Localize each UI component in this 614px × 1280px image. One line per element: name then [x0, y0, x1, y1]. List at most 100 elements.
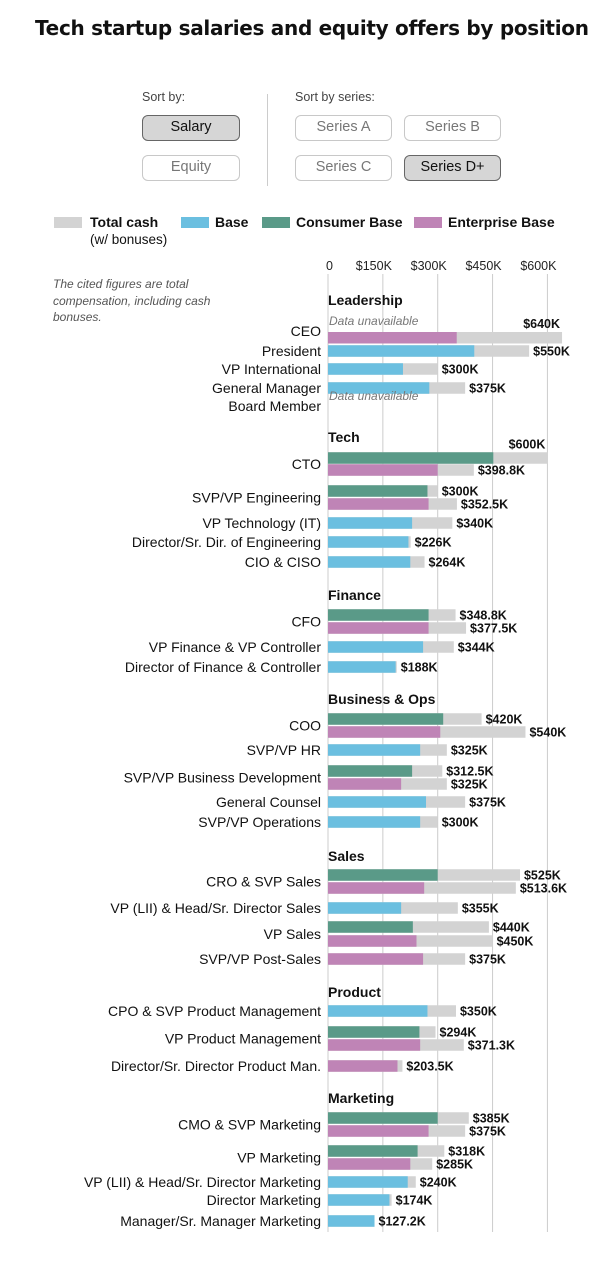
- consumer-base-bar: [328, 765, 413, 777]
- enterprise-base-bar: [328, 332, 457, 344]
- base-bar: [328, 816, 421, 828]
- data-label: $325K: [451, 778, 488, 792]
- position-label: Director of Finance & Controller: [125, 659, 321, 675]
- consumer-base-bar: [328, 452, 494, 464]
- enterprise-base-bar: [328, 953, 424, 965]
- x-tick-label: 0: [326, 259, 333, 273]
- position-label: VP (LII) & Head/Sr. Director Sales: [110, 900, 321, 916]
- base-bar: [328, 517, 413, 529]
- position-label: CFO: [291, 614, 321, 630]
- position-label: VP (LII) & Head/Sr. Director Marketing: [84, 1174, 321, 1190]
- base-bar: [328, 1194, 390, 1206]
- sort-by-label: Sort by:: [142, 90, 186, 104]
- data-label: $127.2K: [379, 1215, 426, 1229]
- base-bar: [328, 661, 396, 673]
- data-label: $640K: [523, 317, 560, 331]
- consumer-base-bar: [328, 1112, 438, 1124]
- consumer-base-bar: [328, 1145, 418, 1157]
- data-label: $312.5K: [446, 765, 493, 779]
- consumer-base-bar: [328, 609, 429, 621]
- position-label: SVP/VP Engineering: [192, 490, 321, 506]
- group-heading: Marketing: [328, 1090, 394, 1106]
- enterprise-base-bar: [328, 498, 429, 510]
- position-label: CPO & SVP Product Management: [108, 1003, 321, 1019]
- group-heading: Product: [328, 984, 381, 1000]
- data-label: $350K: [460, 1005, 497, 1019]
- data-label: $375K: [469, 953, 506, 967]
- enterprise-base-bar: [328, 1060, 398, 1072]
- enterprise-base-bar: [328, 882, 425, 894]
- base-bar: [328, 556, 411, 568]
- series-c-button[interactable]: Series C: [295, 155, 392, 181]
- data-label: $513.6K: [520, 882, 567, 896]
- data-label: $226K: [415, 536, 452, 550]
- data-label: $352.5K: [461, 498, 508, 512]
- position-label: General Manager: [212, 380, 321, 396]
- data-label: $240K: [420, 1176, 457, 1190]
- series-d-plus-button[interactable]: Series D+: [404, 155, 501, 181]
- compensation-note: The cited figures are total compensation…: [53, 277, 211, 324]
- sort-equity-button[interactable]: Equity: [142, 155, 240, 181]
- base-bar: [328, 796, 427, 808]
- legend-base: Base: [215, 214, 249, 230]
- position-label: VP International: [222, 361, 321, 377]
- data-label: $188K: [401, 661, 438, 675]
- data-label: $398.8K: [478, 464, 525, 478]
- controls-divider: [267, 94, 268, 186]
- legend-swatch-enterprise-base: [414, 217, 442, 228]
- data-label: $300K: [442, 363, 479, 377]
- enterprise-base-bar: [328, 1125, 429, 1137]
- position-label: CMO & SVP Marketing: [178, 1117, 321, 1133]
- base-bar: [328, 345, 475, 357]
- legend-enterprise-base: Enterprise Base: [448, 214, 555, 230]
- position-label: CTO: [292, 456, 321, 472]
- position-label: Director Marketing: [207, 1192, 321, 1208]
- consumer-base-bar: [328, 1026, 420, 1038]
- data-label: $264K: [429, 556, 466, 570]
- position-label: Manager/Sr. Manager Marketing: [120, 1213, 321, 1229]
- x-tick-label: $150K: [356, 259, 393, 273]
- position-label: COO: [289, 718, 321, 734]
- position-label: General Counsel: [216, 794, 321, 810]
- enterprise-base-bar: [328, 1158, 411, 1170]
- position-label: SVP/VP Operations: [198, 814, 321, 830]
- sort-salary-button[interactable]: Salary: [142, 115, 240, 141]
- consumer-base-bar: [328, 713, 444, 725]
- data-label: $340K: [456, 517, 493, 531]
- legend-total-cash-sub: (w/ bonuses): [90, 232, 168, 247]
- data-label: $318K: [448, 1145, 485, 1159]
- series-b-button[interactable]: Series B: [404, 115, 501, 141]
- data-label: $420K: [486, 713, 523, 727]
- data-label: $375K: [469, 796, 506, 810]
- base-bar: [328, 536, 409, 548]
- position-label: CIO & CISO: [245, 554, 321, 570]
- consumer-base-bar: [328, 869, 438, 881]
- base-bar: [328, 1176, 408, 1188]
- data-label: $600K: [509, 437, 546, 451]
- base-bar: [328, 902, 402, 914]
- data-label: $348.8K: [460, 609, 507, 623]
- legend-total-cash: Total cash: [90, 214, 159, 230]
- position-label: SVP/VP HR: [247, 742, 321, 758]
- base-bar: [328, 363, 403, 375]
- position-label: CEO: [291, 323, 321, 339]
- data-label: $300K: [442, 485, 479, 499]
- group-heading: Sales: [328, 848, 365, 864]
- data-label: $355K: [462, 902, 499, 916]
- group-heading: Finance: [328, 587, 381, 603]
- data-label: $371.3K: [468, 1039, 515, 1053]
- x-tick-label: $600K: [520, 259, 557, 273]
- data-label: $294K: [440, 1026, 477, 1040]
- data-label: $450K: [497, 935, 534, 949]
- data-label: $377.5K: [470, 622, 517, 636]
- legend-swatch-base: [181, 217, 209, 228]
- base-bar: [328, 641, 424, 653]
- enterprise-base-bar: [328, 622, 429, 634]
- enterprise-base-bar: [328, 464, 438, 476]
- series-a-button[interactable]: Series A: [295, 115, 392, 141]
- data-label: $375K: [469, 382, 506, 396]
- base-bar: [328, 382, 430, 394]
- group-heading: Business & Ops: [328, 691, 436, 707]
- legend-swatch-consumer-base: [262, 217, 290, 228]
- data-label: $300K: [442, 816, 479, 830]
